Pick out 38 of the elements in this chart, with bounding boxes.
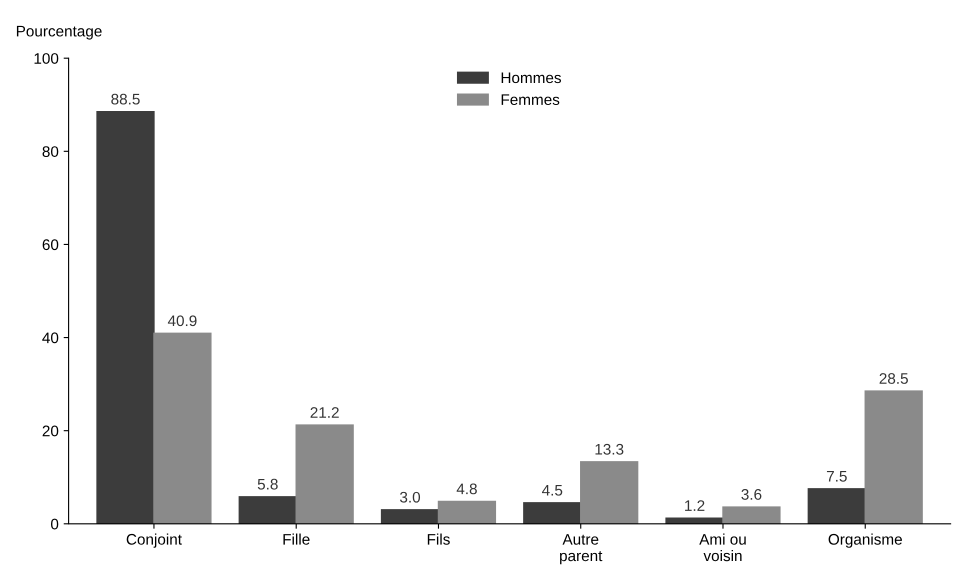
bar <box>238 496 297 524</box>
y-tick-label: 0 <box>50 518 58 530</box>
data-label: 21.2 <box>310 407 339 418</box>
y-tick-label: 60 <box>42 239 58 250</box>
y-tick-label: 20 <box>42 426 58 436</box>
data-label: 3.6 <box>741 489 762 500</box>
bar <box>96 111 155 524</box>
y-tick-label: 40 <box>42 332 58 344</box>
bar <box>523 502 582 524</box>
x-tick-label: Autre parent <box>560 534 602 564</box>
data-label: 7.5 <box>826 471 847 482</box>
x-tick-label: Ami ou voisin <box>699 534 746 562</box>
bar <box>153 332 212 524</box>
legend-label: Hommes <box>502 72 561 84</box>
y-tick-label: 100 <box>34 53 58 64</box>
bar <box>438 500 496 524</box>
bar <box>580 461 638 524</box>
x-tick-label: Fils <box>428 534 450 545</box>
bar <box>864 390 923 524</box>
data-label: 4.8 <box>456 483 477 494</box>
x-tick-label: Organisme <box>828 534 902 548</box>
data-label: 13.3 <box>595 444 624 455</box>
x-tick-label: Conjoint <box>126 534 182 548</box>
y-tick-label: 80 <box>42 146 58 158</box>
data-label: 28.5 <box>880 373 908 384</box>
bar <box>808 488 866 524</box>
x-tick-label: Fille <box>283 534 310 545</box>
bar <box>380 509 440 524</box>
bar <box>722 506 781 524</box>
data-label: 4.5 <box>542 485 562 496</box>
y-axis-title: Pourcentage <box>16 26 102 40</box>
legend-label: Femmes <box>502 94 560 106</box>
data-label: 88.5 <box>111 94 140 105</box>
bar <box>296 424 354 524</box>
data-label: 3.0 <box>400 492 420 503</box>
data-label: 5.8 <box>258 478 278 490</box>
data-label: 40.9 <box>168 315 197 326</box>
data-label: 1.2 <box>685 500 704 511</box>
